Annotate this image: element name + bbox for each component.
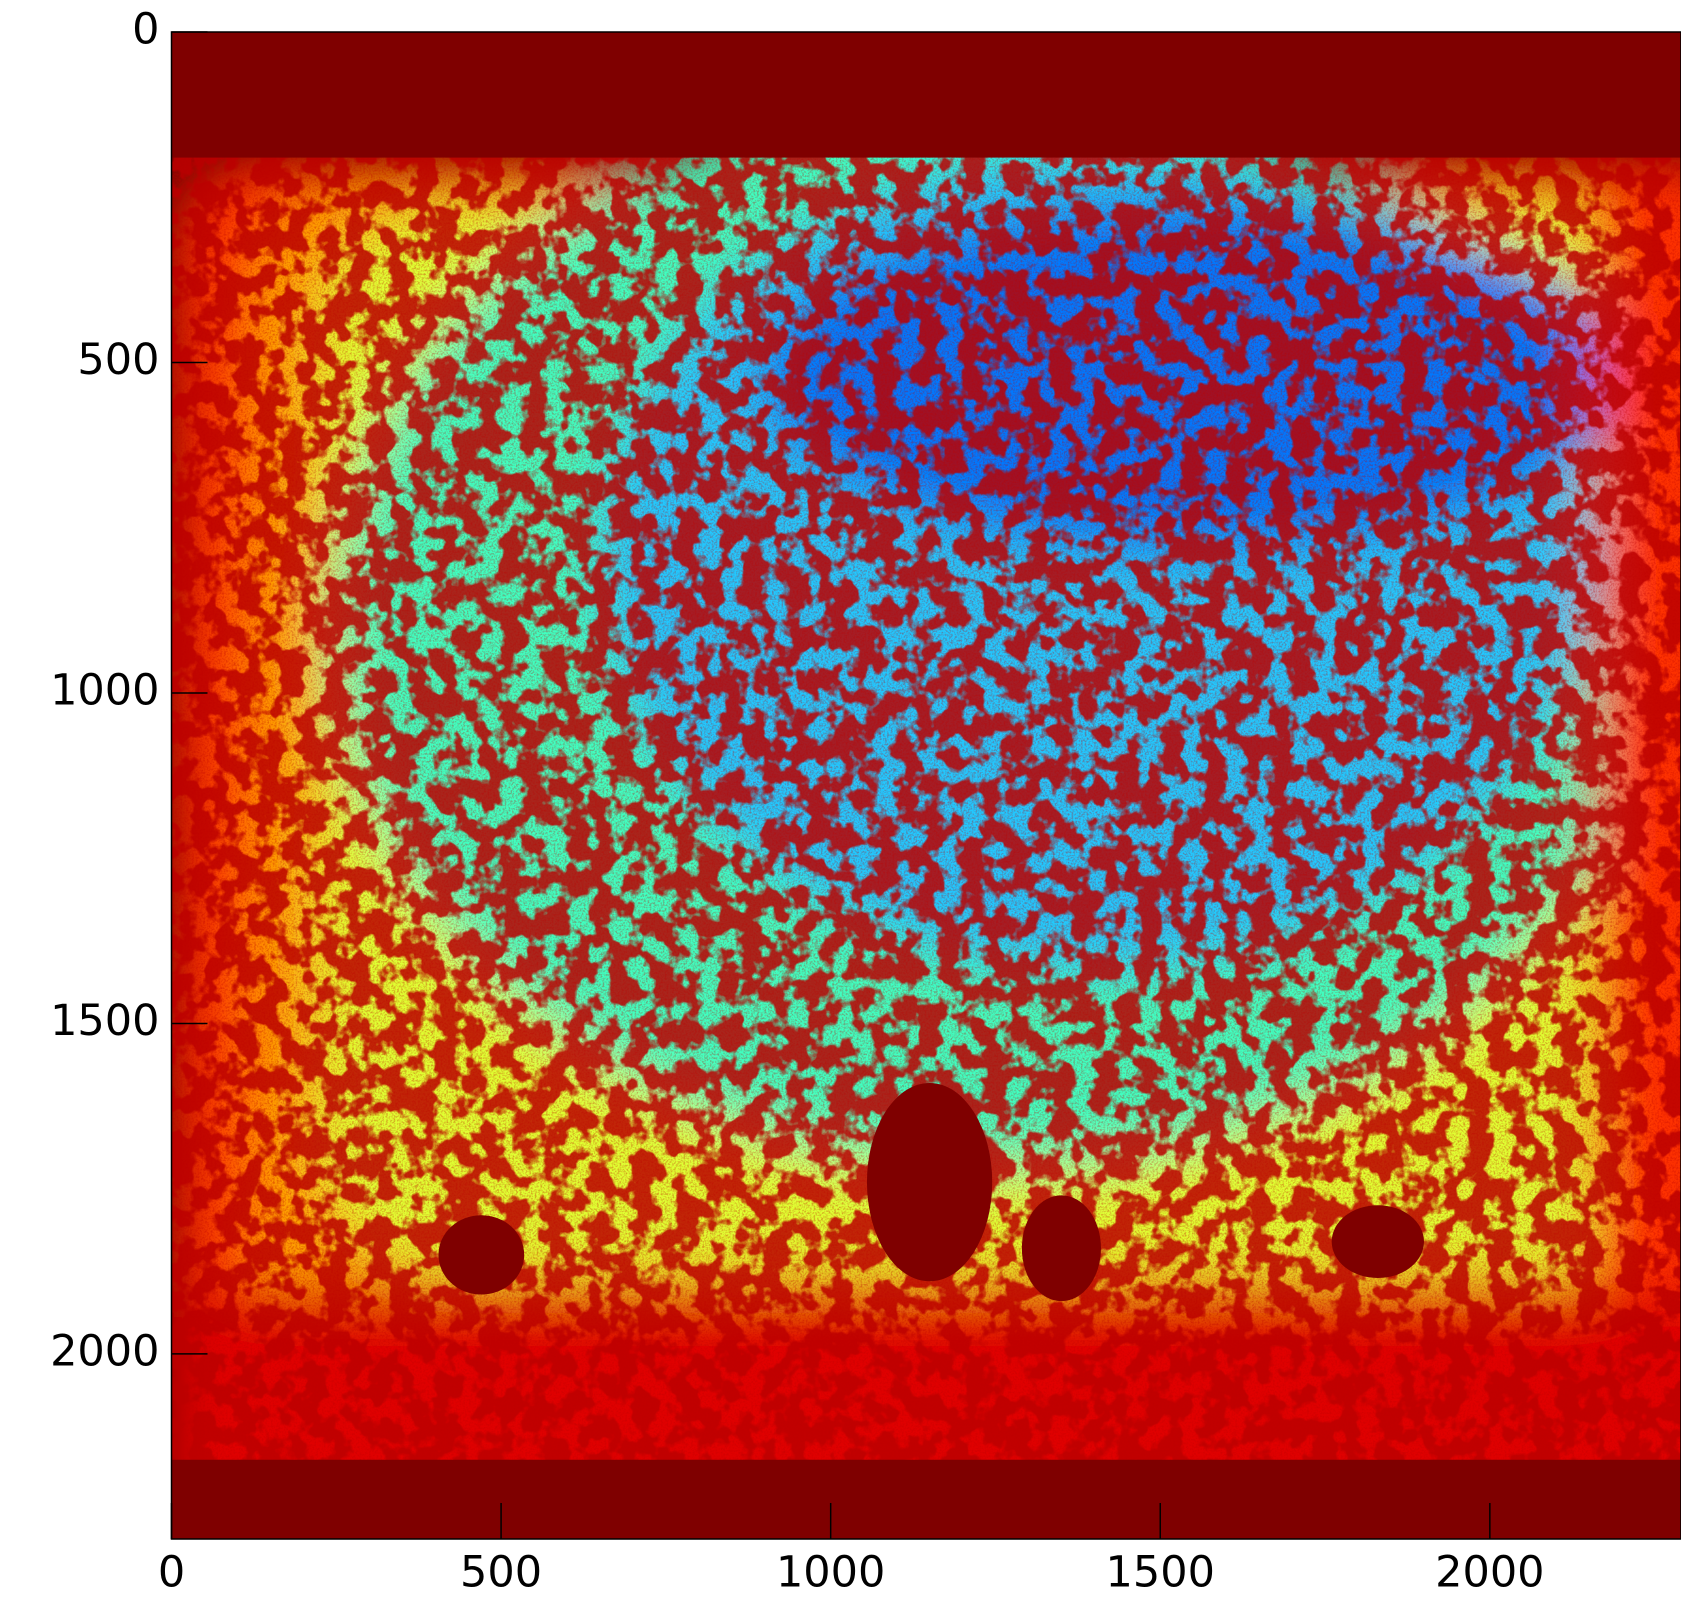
x-tick-label: 1500	[1106, 1548, 1215, 1598]
y-tick-label: 2000	[50, 1326, 159, 1376]
y-tick-label: 1000	[50, 665, 159, 715]
axes-frame	[170, 31, 1681, 1540]
x-tick-label: 2000	[1435, 1548, 1544, 1598]
heatmap-layers	[171, 32, 1681, 1539]
image	[171, 32, 1681, 1539]
x-tick-label: 1000	[776, 1548, 885, 1598]
y-tick-label: 500	[77, 335, 159, 385]
x-tick-label: 500	[460, 1548, 542, 1598]
y-tick-label: 0	[132, 5, 159, 55]
x-tick-label: 0	[158, 1548, 185, 1598]
y-tick-label: 1500	[50, 996, 159, 1046]
